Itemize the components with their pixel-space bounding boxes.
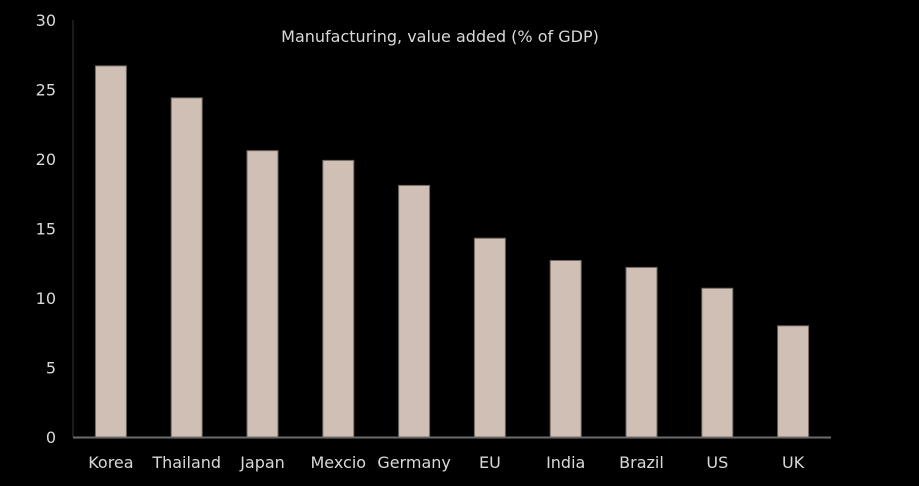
x-axis-labels: Korea Thailand Japan Mexcio Germany EU India Br… [88,453,804,472]
y-tick-label: 10 [36,289,56,308]
bar-eu [473,237,506,438]
bar-germany [398,184,431,438]
x-tick-label: Thailand [151,453,221,472]
bar-japan [246,150,279,438]
bars [94,65,810,438]
x-tick-label: UK [782,453,805,472]
bar-mexcio [322,159,355,438]
x-tick-label: Korea [88,453,133,472]
x-tick-label: Germany [377,453,451,472]
bar-india [549,259,582,438]
y-tick-label: 5 [46,359,56,378]
y-tick-label: 0 [46,428,56,447]
bar-uk [777,325,810,438]
bar-brazil [625,266,658,438]
y-tick-label: 25 [36,81,56,100]
y-axis-ticks: 0 5 10 15 20 25 30 [36,11,56,447]
x-tick-label: Japan [239,453,285,472]
bar-korea [94,65,127,438]
x-tick-label: EU [479,453,501,472]
chart-title: Manufacturing, value added (% of GDP) [281,27,599,46]
y-tick-label: 30 [36,11,56,30]
x-tick-label: Brazil [619,453,664,472]
y-tick-label: 20 [36,150,56,169]
x-tick-label: US [706,453,728,472]
bar-thailand [170,97,203,438]
x-tick-label: Mexcio [311,453,367,472]
x-tick-label: India [546,453,585,472]
bar-us [701,287,734,438]
y-tick-label: 15 [36,220,56,239]
